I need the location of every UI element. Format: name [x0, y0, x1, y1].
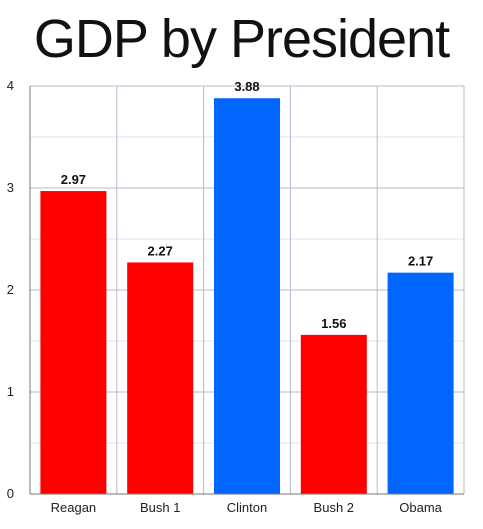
y-tick-label: 3	[7, 180, 14, 195]
data-label: 2.97	[61, 172, 86, 187]
x-category-label: Reagan	[51, 500, 97, 515]
chart-title: GDP by President	[33, 9, 450, 69]
data-label: 2.17	[408, 254, 433, 269]
x-category-label: Bush 1	[140, 500, 180, 515]
bar	[300, 334, 367, 494]
labels: 0 1 2 3 4 2.97 Reagan 2.27 Bush 1 3.88 Clinton 1.56…	[7, 78, 443, 515]
y-tick-label: 1	[7, 384, 14, 399]
y-tick-label: 2	[7, 282, 14, 297]
y-tick-label: 0	[7, 486, 14, 501]
bar	[214, 98, 280, 495]
bar	[127, 262, 194, 494]
data-label: 3.88	[234, 79, 259, 94]
y-tick-label: 4	[7, 78, 14, 93]
bar	[387, 272, 454, 494]
data-label: 2.27	[148, 243, 173, 258]
x-category-label: Clinton	[227, 500, 267, 515]
x-category-label: Obama	[399, 500, 442, 515]
axes	[29, 86, 464, 495]
data-label: 1.56	[321, 316, 346, 331]
bars	[40, 98, 454, 495]
x-category-label: Bush 2	[314, 500, 354, 515]
bar	[40, 191, 107, 494]
